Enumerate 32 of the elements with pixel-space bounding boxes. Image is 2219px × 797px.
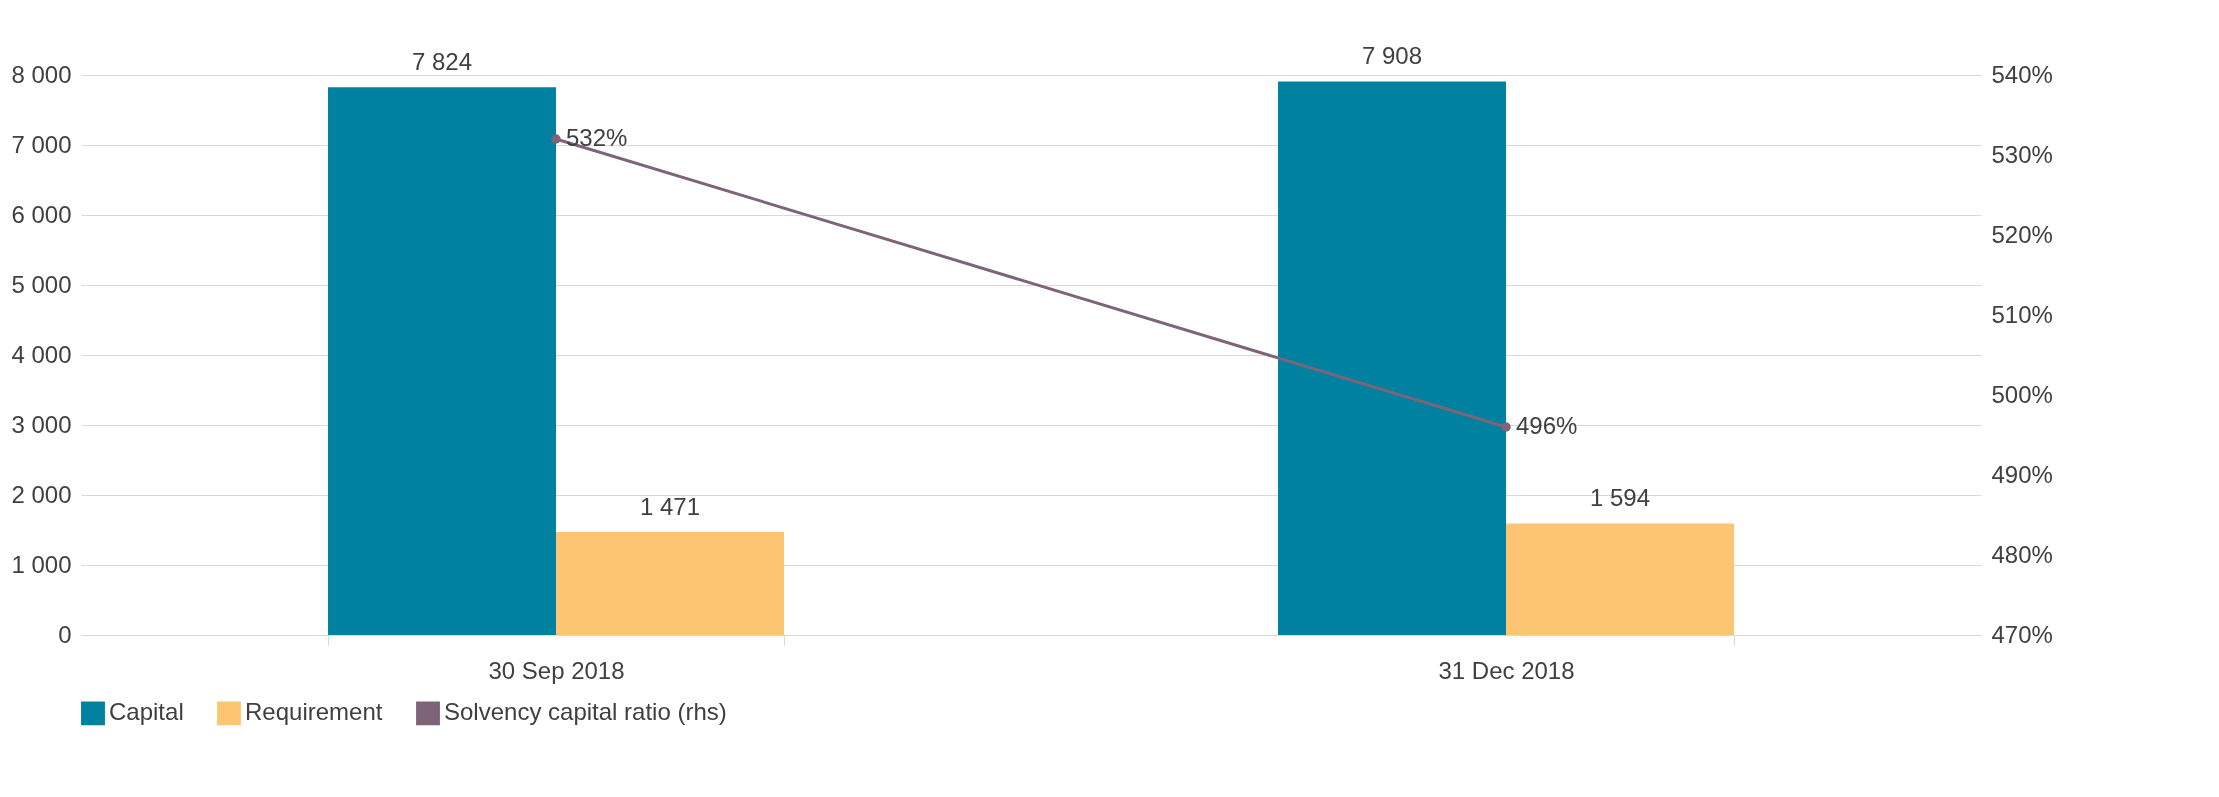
legend-label: Solvency capital ratio (rhs): [444, 698, 727, 726]
bar: [1506, 523, 1734, 635]
data-label: 496%: [1516, 412, 1578, 439]
y-tick-label: 5 000: [11, 270, 72, 298]
y2-tick-label: 490%: [1991, 460, 2053, 488]
legend-label: Capital: [109, 698, 184, 726]
y-tick-label: 0: [58, 620, 72, 648]
y2-tick-label: 530%: [1991, 140, 2053, 168]
y2-tick-label: 540%: [1991, 60, 2053, 88]
data-label: 7 824: [411, 48, 473, 76]
legend-label: Requirement: [245, 698, 383, 726]
y-tick-label: 3 000: [11, 410, 72, 438]
y2-tick-label: 470%: [1991, 620, 2053, 648]
y2-tick-label: 520%: [1991, 220, 2053, 248]
data-label: 7 908: [1361, 42, 1423, 70]
bar: [328, 87, 556, 635]
bar: [1278, 81, 1506, 635]
y-tick-label: 6 000: [11, 200, 72, 228]
x-tick-label: 31 Dec 2018: [1438, 656, 1575, 684]
y-tick-label: 7 000: [11, 130, 72, 158]
data-label: 1 594: [1589, 484, 1651, 512]
y-tick-label: 8 000: [11, 60, 72, 88]
y2-tick-label: 480%: [1991, 540, 2053, 568]
y2-tick-label: 510%: [1991, 300, 2053, 328]
data-label: 1 471: [639, 493, 701, 521]
x-tick-label: 30 Sep 2018: [488, 656, 625, 684]
y-tick-label: 1 000: [11, 550, 72, 578]
data-label: 532%: [566, 124, 628, 151]
y2-tick-label: 500%: [1991, 380, 2053, 408]
bar: [556, 532, 784, 635]
y-tick-label: 2 000: [11, 480, 72, 508]
y-tick-label: 4 000: [11, 340, 72, 368]
